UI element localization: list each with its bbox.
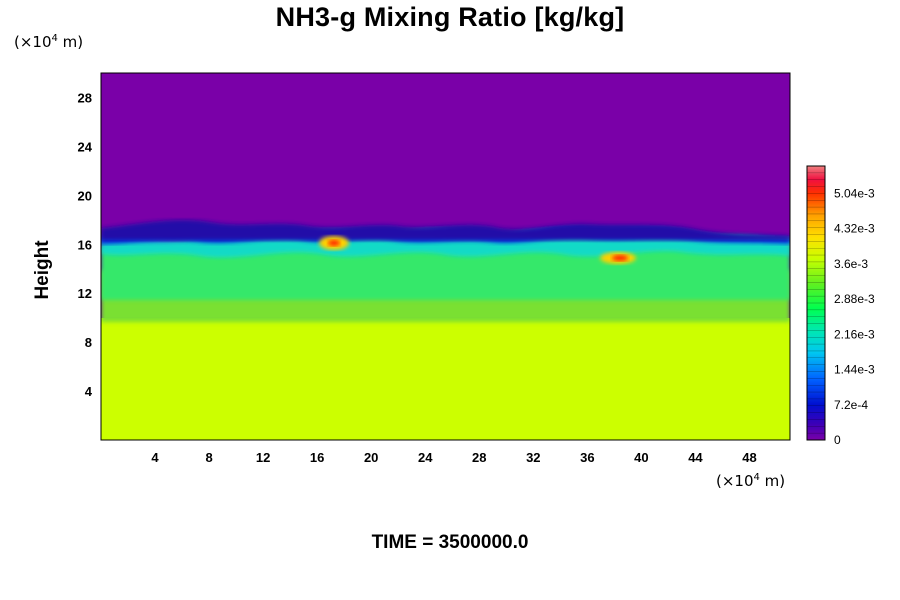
dark-blue-top	[101, 219, 790, 240]
colorbar-tick-label: 0	[834, 433, 841, 447]
colorbar-tick-label: 5.04e-3	[834, 186, 875, 200]
x-tick-label: 16	[310, 450, 324, 465]
y-tick-label: 8	[85, 335, 92, 350]
x-tick-label: 8	[205, 450, 212, 465]
y-tick-label: 28	[78, 90, 92, 105]
x-tick-label: 48	[742, 450, 756, 465]
y-tick-label: 12	[78, 286, 92, 301]
chart-title: NH3-g Mixing Ratio [kg/kg]	[275, 2, 625, 32]
hotspot-east-core	[612, 255, 628, 261]
x-tick-label: 36	[580, 450, 594, 465]
plot-frame	[100, 72, 791, 441]
colorbar-tick-label: 7.2e-4	[834, 398, 868, 412]
y-axis-unit: (×104 m)	[14, 33, 84, 51]
y-ticks: 4 8 12 16 20 24 28	[78, 90, 93, 399]
x-tick-label: 4	[151, 450, 159, 465]
y-tick-label: 24	[78, 139, 93, 154]
y-tick-label: 20	[78, 188, 92, 203]
x-axis-unit: (×104 m)	[716, 472, 786, 490]
x-tick-label: 24	[418, 450, 433, 465]
colorbar-tick-label: 3.6e-3	[834, 257, 868, 271]
colorbar-tick-label: 1.44e-3	[834, 363, 875, 377]
colorbar-tick-label: 4.32e-3	[834, 222, 875, 236]
x-tick-label: 40	[634, 450, 648, 465]
colorbar-tick-label: 2.88e-3	[834, 292, 875, 306]
colorbar-tick-label: 2.16e-3	[834, 327, 875, 341]
y-tick-label: 4	[85, 384, 93, 399]
plot-area	[101, 73, 790, 440]
time-value: 3500000.0	[438, 532, 529, 553]
time-label: TIME =	[371, 532, 439, 553]
colorbar-ticks: 0 7.2e-4 1.44e-3 2.16e-3 2.88e-3 3.6e-3 4.32e-…	[807, 172, 875, 447]
lower-layer	[101, 318, 790, 440]
time-readout: TIME = 3500000.0	[0, 532, 900, 554]
x-tick-label: 28	[472, 450, 486, 465]
x-tick-label: 20	[364, 450, 378, 465]
hotspot-west-core	[328, 240, 340, 246]
y-tick-label: 16	[78, 237, 92, 252]
x-ticks: 4 8 12 16 20 24 28 32 36 40 44 48	[151, 450, 756, 465]
x-tick-label: 12	[256, 450, 270, 465]
x-tick-label: 44	[688, 450, 703, 465]
x-tick-label: 32	[526, 450, 540, 465]
